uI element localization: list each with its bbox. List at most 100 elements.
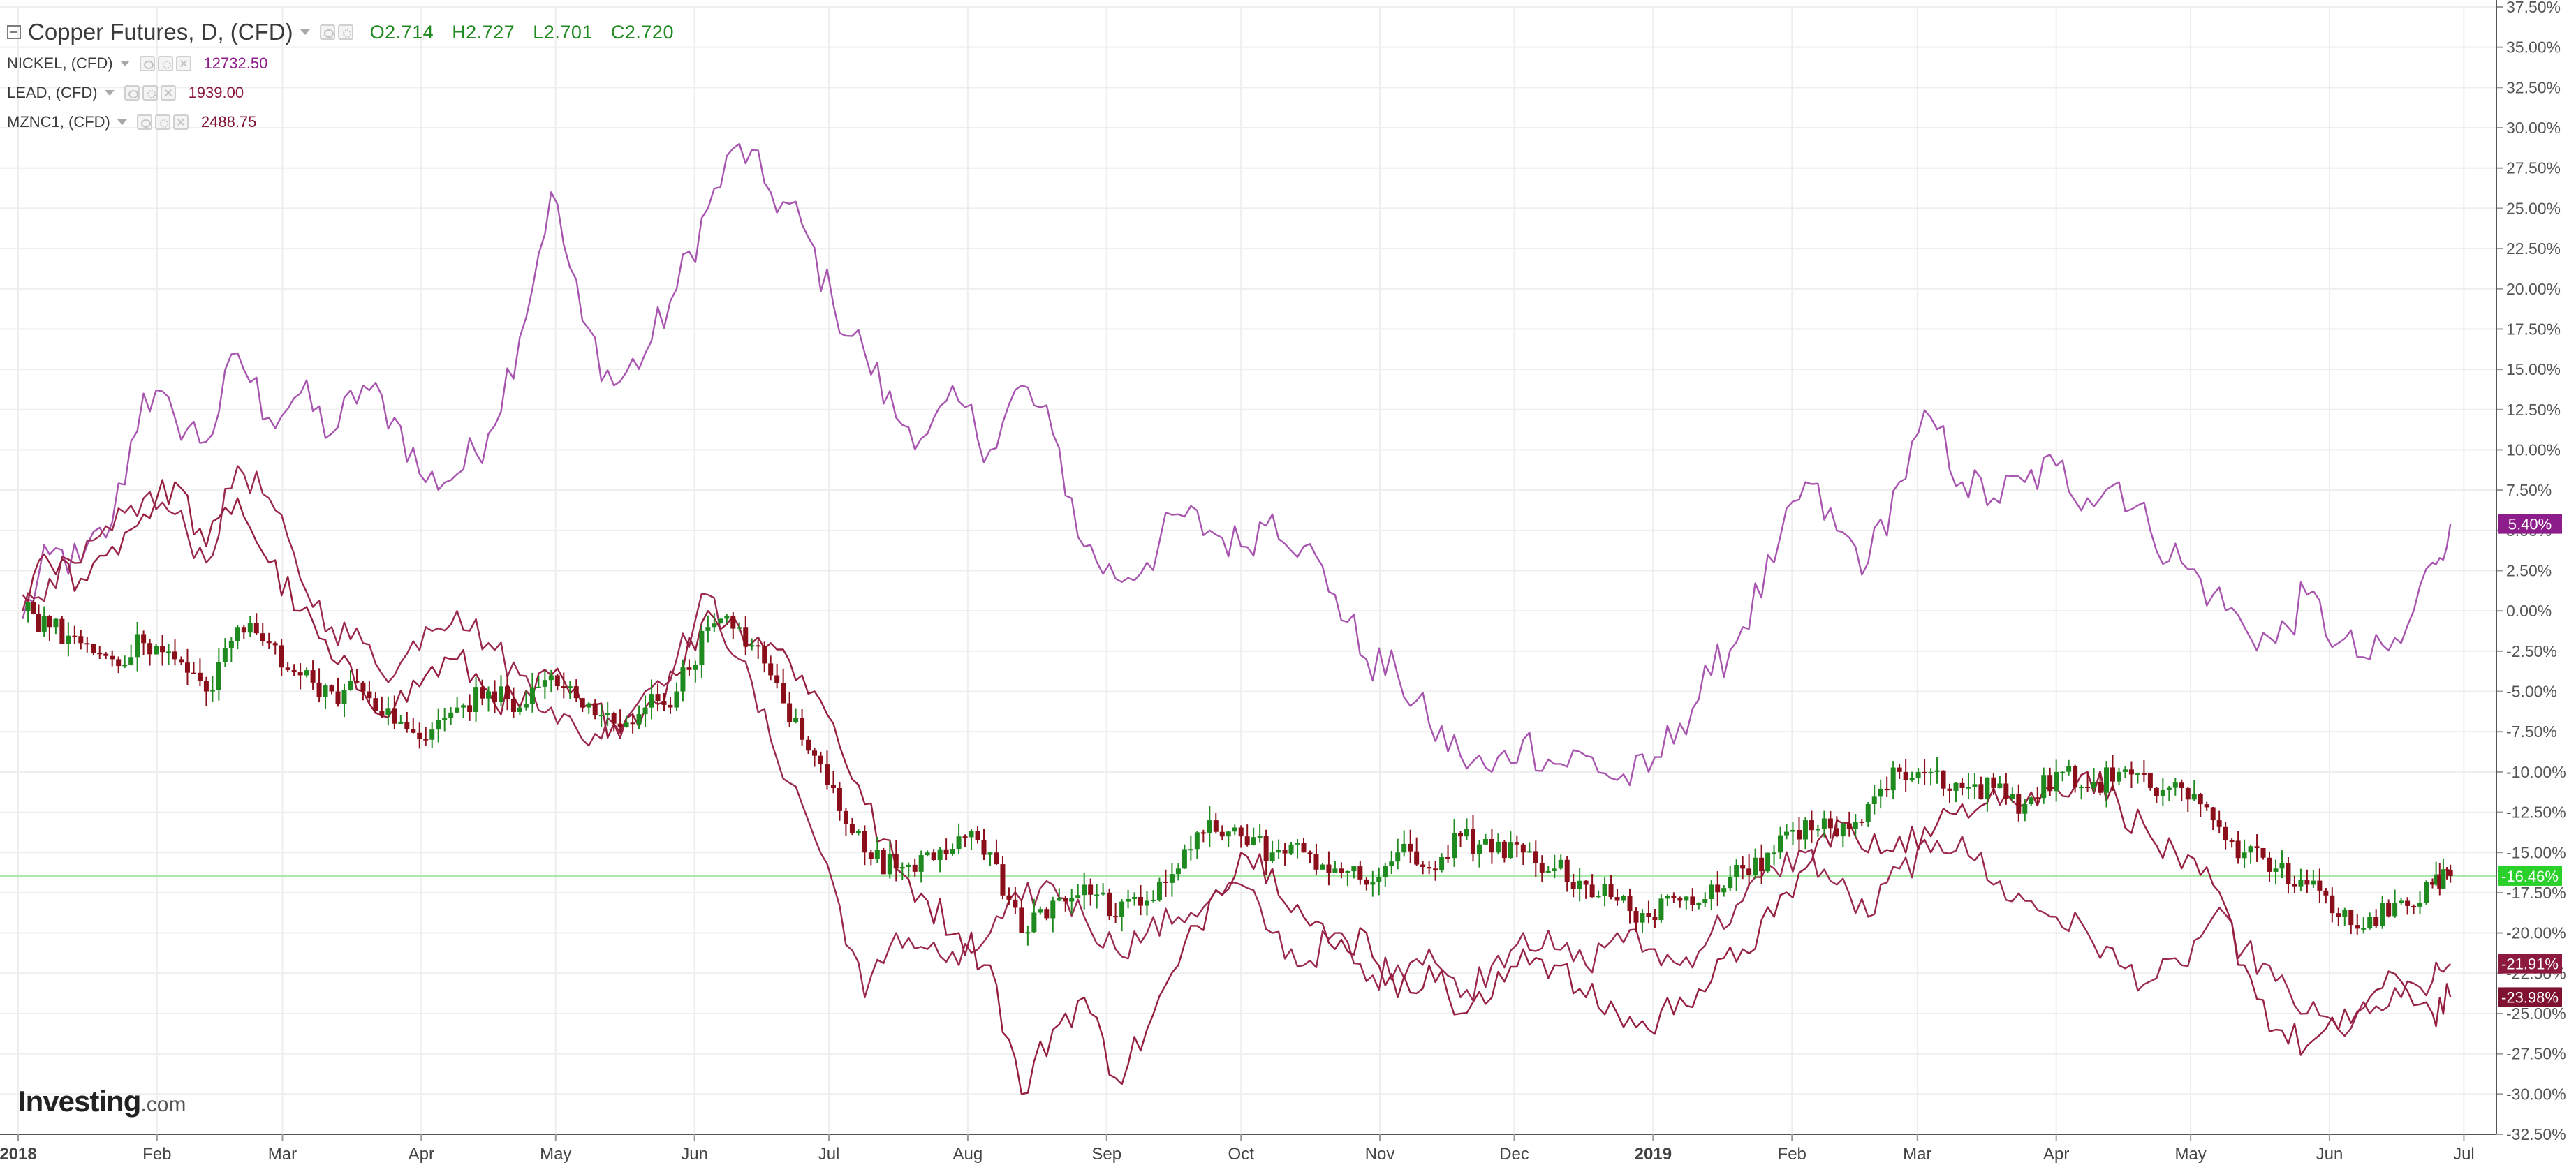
candle-body	[712, 623, 717, 628]
candle-body	[1815, 829, 1820, 831]
candle-body	[800, 718, 805, 740]
candle-body	[473, 687, 479, 712]
y-tick-label: 30.00%	[2506, 119, 2561, 137]
candle-body	[756, 645, 761, 647]
candle-body	[1101, 892, 1106, 895]
candle-body	[1269, 852, 1275, 861]
eye-icon[interactable]	[139, 56, 155, 71]
candle-body	[385, 708, 391, 715]
series-line-nickel	[22, 142, 2452, 787]
chevron-down-icon[interactable]	[300, 29, 310, 35]
x-tick-label: Dec	[1499, 1145, 1529, 1164]
candle-body	[1746, 868, 1752, 875]
candle-body	[228, 641, 234, 648]
candle-body	[649, 694, 654, 708]
candle-body	[1282, 850, 1288, 854]
candle-body	[209, 690, 215, 692]
candle-body	[1144, 900, 1149, 906]
gear-icon[interactable]	[154, 114, 170, 130]
candle-body	[2022, 804, 2028, 814]
y-tick-label: -30.00%	[2506, 1085, 2566, 1103]
chevron-down-icon[interactable]	[104, 90, 115, 96]
candle-body	[253, 623, 259, 634]
candle-body	[1320, 864, 1325, 870]
investing-logo[interactable]: Investing.com	[18, 1085, 186, 1118]
close-icon[interactable]	[175, 56, 191, 71]
candle-body	[561, 686, 566, 688]
legend-label-lead[interactable]: LEAD, (CFD)	[7, 84, 98, 101]
legend-label-nickel[interactable]: NICKEL, (CFD)	[7, 54, 113, 72]
candle-body	[950, 849, 955, 854]
candle-body	[1696, 902, 1702, 905]
candle-body	[47, 616, 52, 628]
candle-body	[1827, 818, 1833, 829]
candle-body	[1514, 842, 1519, 845]
eye-icon[interactable]	[319, 24, 335, 40]
candle-body	[605, 713, 610, 715]
candle-body	[1608, 884, 1614, 898]
candle-body	[78, 636, 84, 644]
legend-label-zinc[interactable]: MZNC1, (CFD)	[7, 113, 110, 131]
candle-body	[925, 852, 930, 856]
candle-body	[1953, 782, 1959, 791]
candle-body	[554, 675, 560, 687]
candle-body	[617, 723, 623, 727]
candle-body	[2035, 797, 2040, 799]
candle-body	[1985, 777, 1990, 799]
eye-icon[interactable]	[124, 85, 140, 101]
candle-body	[1383, 866, 1388, 877]
y-tick-label: -20.00%	[2506, 924, 2566, 942]
candle-body	[2041, 775, 2047, 799]
candle-body	[297, 672, 303, 676]
candle-body	[222, 648, 228, 662]
candle-body	[636, 714, 642, 725]
candle-body	[2216, 820, 2222, 827]
candle-body	[2417, 903, 2423, 907]
candle-body	[1019, 907, 1024, 933]
candle-body	[2060, 771, 2066, 773]
candle-body	[260, 633, 265, 642]
candle-body	[429, 729, 435, 740]
y-tick-label: 27.50%	[2506, 159, 2561, 177]
candle-body	[492, 691, 498, 702]
ohlc-readout: O2.714 H2.727 L2.701 C2.720	[370, 22, 686, 43]
candle-body	[172, 651, 178, 660]
legend-row-zinc: MZNC1, (CFD) 2488.75	[7, 107, 686, 137]
candle-body	[1633, 911, 1639, 923]
candle-body	[2361, 928, 2367, 930]
candle-body	[912, 864, 918, 872]
candle-body	[1709, 884, 1714, 900]
candle-body	[354, 681, 360, 683]
candle-body	[1772, 852, 1777, 854]
gear-icon[interactable]	[337, 24, 353, 40]
eye-icon[interactable]	[136, 114, 152, 130]
close-icon[interactable]	[160, 85, 176, 101]
chevron-down-icon[interactable]	[117, 119, 127, 125]
candle-body	[2273, 868, 2279, 872]
candle-body	[686, 667, 692, 670]
x-tick-label: Apr	[2043, 1145, 2069, 1164]
collapse-legend-icon[interactable]	[7, 25, 21, 39]
candle-body	[1890, 767, 1896, 791]
main-series-title[interactable]: Copper Futures, D, (CFD)	[28, 19, 293, 45]
candle-body	[367, 691, 372, 699]
chevron-down-icon[interactable]	[119, 61, 130, 66]
candle-body	[881, 850, 886, 875]
candle-body	[573, 686, 579, 699]
candle-body	[781, 683, 786, 704]
candle-body	[411, 729, 416, 733]
candle-body	[705, 627, 711, 631]
candle-body	[266, 641, 272, 644]
gear-icon[interactable]	[142, 85, 158, 101]
gear-icon[interactable]	[157, 56, 173, 71]
candle-body	[486, 691, 492, 699]
candle-body	[1846, 823, 1852, 829]
close-icon[interactable]	[172, 114, 189, 130]
y-tick-label: 37.50%	[2506, 0, 2561, 16]
candle-body	[1075, 895, 1081, 898]
candle-body	[969, 831, 974, 838]
candle-body	[335, 691, 341, 704]
y-tick-label: 32.50%	[2506, 78, 2561, 96]
candle-body	[1640, 913, 1645, 923]
